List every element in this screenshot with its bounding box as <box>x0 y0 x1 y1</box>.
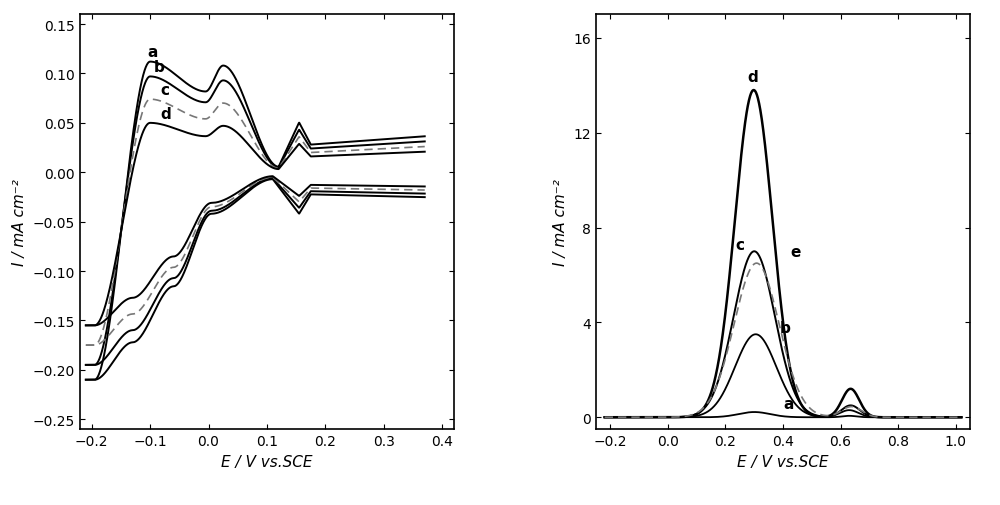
Text: e: e <box>790 244 801 260</box>
Text: d: d <box>161 107 171 122</box>
Text: d: d <box>747 69 758 84</box>
Text: c: c <box>736 237 745 252</box>
Text: a: a <box>783 396 793 411</box>
Text: b: b <box>780 320 791 335</box>
Text: a: a <box>147 44 158 60</box>
X-axis label: E / V vs.SCE: E / V vs.SCE <box>737 453 829 469</box>
X-axis label: E / V vs.SCE: E / V vs.SCE <box>221 453 313 469</box>
Text: c: c <box>161 83 170 98</box>
Y-axis label: I / mA cm⁻²: I / mA cm⁻² <box>553 179 568 266</box>
Y-axis label: I / mA cm⁻²: I / mA cm⁻² <box>12 179 27 266</box>
Text: b: b <box>154 60 165 75</box>
